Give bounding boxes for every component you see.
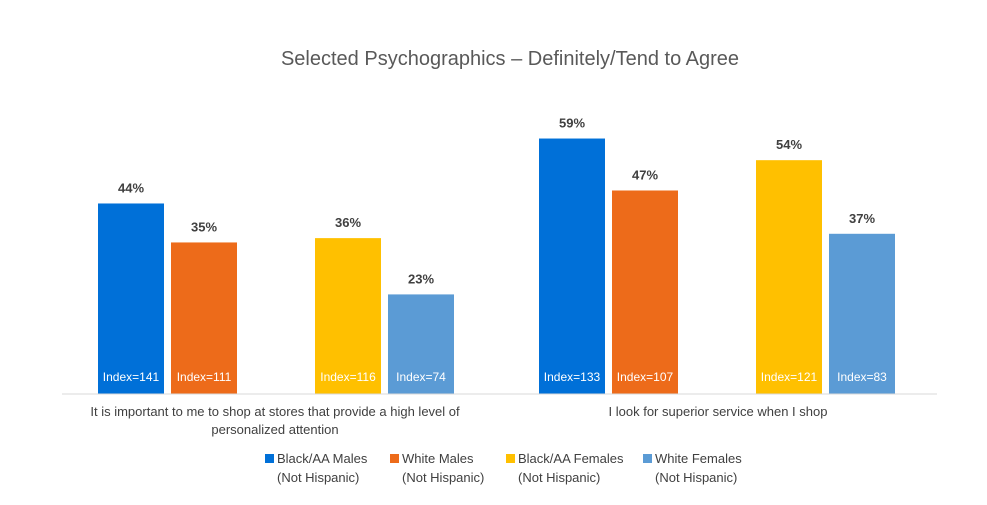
bar-s1-c1 <box>612 190 678 394</box>
plot-area: 44% Index=141 59% Index=133 35% Index=111 47% I… <box>98 116 895 394</box>
value-label-s0-c0: 44% <box>118 180 144 195</box>
index-label-s0-c1: Index=133 <box>544 370 601 384</box>
value-label-s1-c1: 47% <box>632 167 658 182</box>
category-label-1: I look for superior service when I shop <box>609 404 828 419</box>
value-label-s2-c1: 54% <box>776 137 802 152</box>
value-label-s1-c0: 35% <box>191 219 217 234</box>
index-label-s1-c0: Index=111 <box>177 370 232 384</box>
legend-label-3: White Females (Not Hispanic) <box>655 451 742 485</box>
index-label-s2-c1: Index=121 <box>761 370 818 384</box>
legend-label-2: Black/AA Females (Not Hispanic) <box>518 451 624 485</box>
value-label-s0-c1: 59% <box>559 116 585 131</box>
legend-label-0: Black/AA Males (Not Hispanic) <box>277 451 368 485</box>
bar-s2-c0 <box>315 238 381 394</box>
x-axis-labels: It is important to me to shop at stores … <box>90 404 827 437</box>
bar-s3-c1 <box>829 233 895 394</box>
chart-title: Selected Psychographics – Definitely/Ten… <box>281 48 739 70</box>
index-label-s0-c0: Index=141 <box>103 370 160 384</box>
legend-swatch-3 <box>643 454 652 463</box>
bar-s1-c0 <box>171 242 237 394</box>
legend-label-1: White Males (Not Hispanic) <box>402 451 484 485</box>
bar-s0-c0 <box>98 203 164 394</box>
legend-swatch-1 <box>390 454 399 463</box>
index-label-s3-c0: Index=74 <box>396 370 446 384</box>
category-label-0: It is important to me to shop at stores … <box>90 404 460 437</box>
legend-swatch-0 <box>265 454 274 463</box>
value-label-s3-c1: 37% <box>849 211 875 226</box>
value-label-s3-c0: 23% <box>408 271 434 286</box>
index-label-s2-c0: Index=116 <box>320 370 376 384</box>
index-label-s1-c1: Index=107 <box>617 370 674 384</box>
legend-swatch-2 <box>506 454 515 463</box>
bar-s0-c1 <box>539 138 605 394</box>
legend: Black/AA Males (Not Hispanic) White Males(… <box>265 451 742 485</box>
bar-s3-c0 <box>388 294 454 394</box>
value-label-s2-c0: 36% <box>335 215 361 230</box>
index-label-s3-c1: Index=83 <box>837 370 887 384</box>
bar-s2-c1 <box>756 160 822 394</box>
